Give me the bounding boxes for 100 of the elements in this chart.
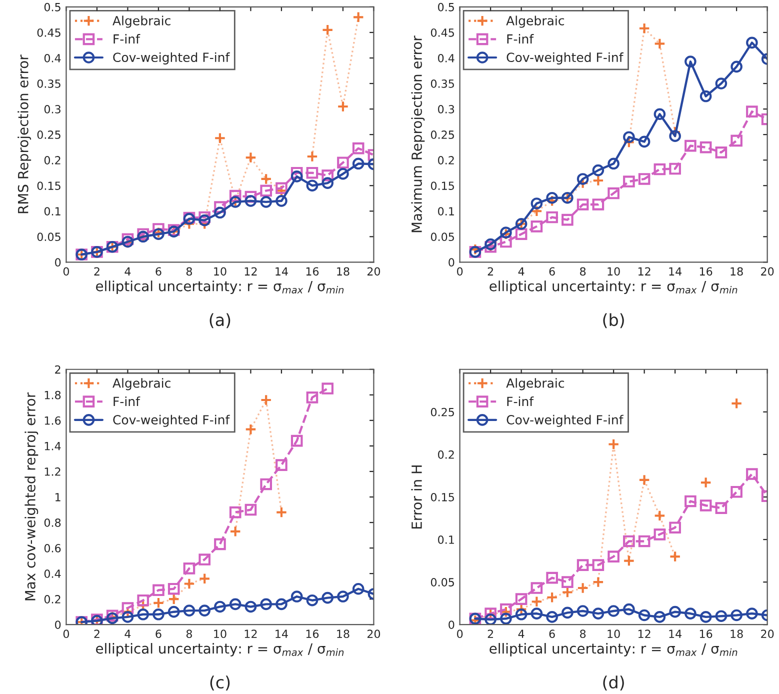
legend-label: Algebraic bbox=[112, 16, 170, 28]
legend-label: Algebraic bbox=[506, 378, 564, 390]
x-tick-label: 12 bbox=[244, 630, 257, 638]
x-tick-label: 8 bbox=[186, 630, 192, 638]
x-tick-label: 10 bbox=[214, 267, 226, 276]
y-tick-label: 0 bbox=[55, 620, 61, 629]
legend-label: Algebraic bbox=[112, 378, 170, 390]
y-tick-label: 0.15 bbox=[37, 182, 60, 190]
x-tick-label: 16 bbox=[306, 267, 319, 276]
x-tick-label: 18 bbox=[730, 267, 743, 276]
x-tick-label: 16 bbox=[700, 630, 712, 638]
x-tick-label: 0 bbox=[63, 267, 70, 276]
y-axis-title: Maximum Reprojection error bbox=[411, 36, 425, 232]
legend-label: F-inf bbox=[114, 34, 140, 44]
y-tick-label: 0.3 bbox=[438, 105, 454, 114]
x-tick-label: 4 bbox=[518, 267, 524, 276]
y-tick-label: 2 bbox=[55, 365, 60, 374]
x-tick-label: 0 bbox=[63, 630, 70, 638]
x-tick-label: 10 bbox=[608, 630, 620, 638]
y-tick-label: 0.1 bbox=[438, 207, 454, 216]
x-tick-label: 20 bbox=[367, 630, 380, 638]
text: (b) bbox=[603, 313, 624, 328]
y-tick-label: 0.2 bbox=[438, 450, 454, 459]
y-tick-label: 0.6 bbox=[44, 544, 61, 552]
y-tick-label: 0.25 bbox=[430, 408, 454, 416]
x-tick-label: 2 bbox=[488, 267, 493, 276]
x-tick-label: 2 bbox=[94, 630, 100, 638]
y-tick-label: 0 bbox=[55, 258, 61, 267]
x-tick-label: 20 bbox=[761, 267, 774, 276]
y-tick-label: 0.15 bbox=[430, 182, 454, 190]
y-tick-label: 0.05 bbox=[430, 232, 454, 242]
x-tick-label: 14 bbox=[669, 630, 682, 638]
x-tick-label: 12 bbox=[244, 267, 257, 276]
y-tick-label: 0.5 bbox=[438, 2, 454, 12]
x-tick-label: 4 bbox=[518, 630, 524, 638]
text: (a) bbox=[210, 313, 230, 328]
y-tick-label: 0.2 bbox=[44, 595, 60, 604]
x-tick-label: 14 bbox=[276, 630, 288, 638]
x-tick-label: 10 bbox=[608, 267, 620, 276]
y-axis-title: Error in H bbox=[411, 465, 422, 529]
x-tick-label: 16 bbox=[306, 630, 319, 638]
x-tick-label: 0 bbox=[457, 267, 463, 276]
y-tick-label: 0.15 bbox=[430, 492, 454, 502]
x-tick-label: 10 bbox=[214, 630, 226, 638]
y-tick-label: 0.5 bbox=[44, 2, 60, 12]
legend-label: F-inf bbox=[507, 396, 534, 406]
y-tick-label: 0.35 bbox=[430, 79, 454, 88]
y-tick-label: 0.35 bbox=[37, 79, 60, 88]
y-tick-label: 0.05 bbox=[37, 232, 60, 242]
y-tick-label: 0.05 bbox=[430, 578, 454, 586]
x-tick-label: 14 bbox=[669, 267, 682, 276]
x-tick-label: 20 bbox=[367, 267, 380, 276]
x-tick-label: 8 bbox=[186, 267, 192, 276]
y-tick-label: 0.4 bbox=[438, 54, 454, 62]
legend-label: Algebraic bbox=[506, 16, 564, 28]
legend-label: Cov-weighted F-inf bbox=[506, 52, 624, 64]
y-tick-label: 0.3 bbox=[44, 105, 60, 114]
x-tick-label: 12 bbox=[638, 630, 650, 638]
x-axis-title: elliptical uncertainty: r = σ$_{max}$ / σ$_{min}$ bbox=[96, 280, 344, 294]
y-tick-label: 0.45 bbox=[37, 28, 60, 37]
y-axis-title: RMS Reprojection error bbox=[18, 54, 32, 214]
y-tick-label: 0.1 bbox=[438, 536, 454, 544]
x-axis-title: elliptical uncertainty: r = σ$_{max}$ / σ$_{min}$ bbox=[490, 280, 738, 294]
y-tick-label: 1.4 bbox=[44, 442, 61, 450]
text: (d) bbox=[603, 676, 624, 691]
y-tick-label: 0.25 bbox=[37, 130, 60, 139]
y-tick-label: 0.8 bbox=[44, 518, 61, 527]
x-tick-label: 6 bbox=[156, 267, 162, 276]
y-tick-label: 0.1 bbox=[44, 207, 60, 216]
x-axis-title: elliptical uncertainty: r = σ$_{max}$ / σ$_{min}$ bbox=[96, 642, 344, 656]
y-tick-label: 1.8 bbox=[44, 390, 61, 400]
x-tick-label: 0 bbox=[457, 630, 463, 638]
y-tick-label: 1 bbox=[56, 493, 60, 502]
x-tick-label: 18 bbox=[730, 630, 743, 638]
x-tick-label: 4 bbox=[124, 267, 131, 276]
x-tick-label: 20 bbox=[761, 630, 774, 638]
y-tick-label: 0 bbox=[448, 620, 454, 629]
y-tick-label: 0.2 bbox=[438, 156, 454, 164]
x-tick-label: 6 bbox=[549, 267, 555, 276]
legend-label: F-inf bbox=[507, 34, 534, 44]
x-axis-title: elliptical uncertainty: r = σ$_{max}$ / σ$_{min}$ bbox=[490, 642, 738, 656]
legend-label: Cov-weighted F-inf bbox=[506, 414, 624, 427]
legend-label: Cov-weighted F-inf bbox=[113, 52, 230, 64]
x-tick-label: 14 bbox=[276, 267, 288, 276]
y-tick-label: 1.2 bbox=[44, 467, 60, 476]
x-tick-label: 18 bbox=[337, 267, 350, 276]
x-tick-label: 6 bbox=[549, 630, 555, 638]
y-tick-label: 0.2 bbox=[44, 156, 60, 164]
y-axis-title: Max cov-weighted reproj error bbox=[24, 392, 38, 600]
x-tick-label: 8 bbox=[580, 630, 586, 638]
y-tick-label: 0.25 bbox=[430, 130, 454, 139]
x-tick-label: 2 bbox=[94, 267, 100, 276]
x-tick-label: 4 bbox=[124, 630, 131, 638]
text: (c) bbox=[210, 676, 230, 691]
x-tick-label: 16 bbox=[700, 267, 712, 276]
legend-label: F-inf bbox=[114, 396, 140, 406]
x-tick-label: 2 bbox=[488, 630, 493, 638]
x-tick-label: 8 bbox=[580, 267, 586, 276]
legend-label: Cov-weighted F-inf bbox=[113, 414, 230, 427]
y-tick-label: 0.4 bbox=[44, 54, 61, 62]
